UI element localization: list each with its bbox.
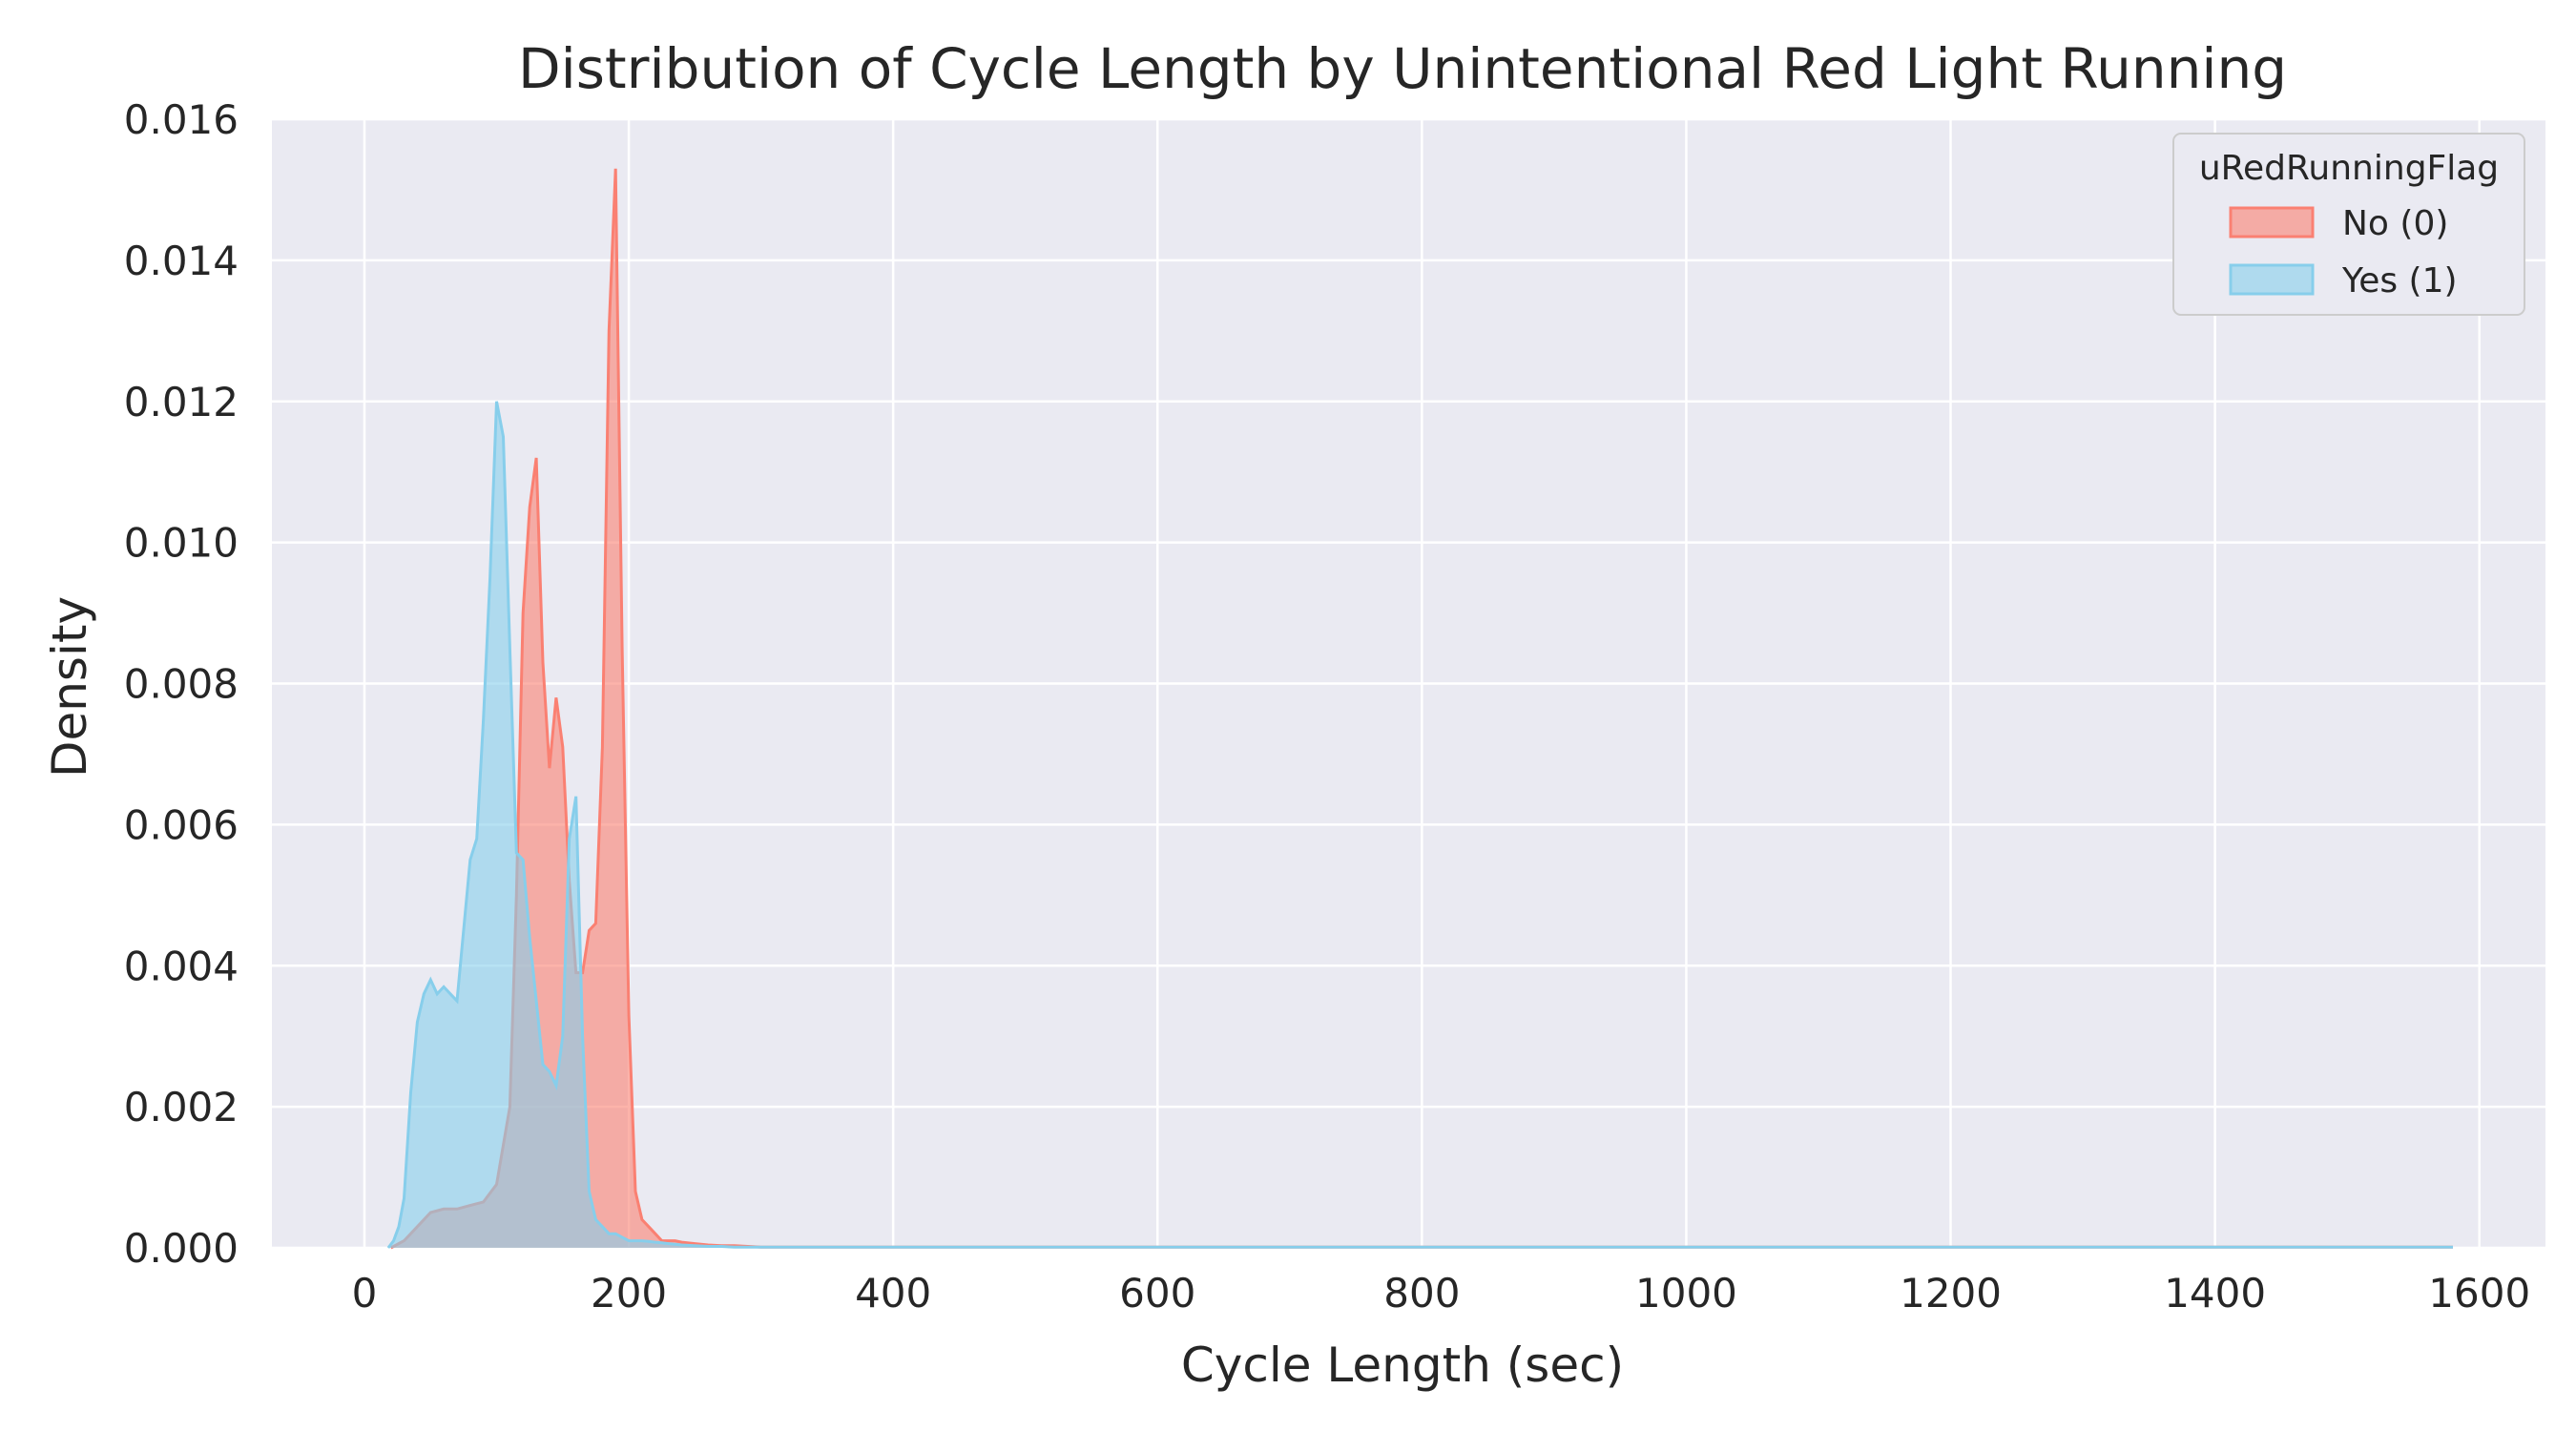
- y-tick-label: 0.012: [124, 379, 239, 425]
- chart-title: Distribution of Cycle Length by Unintent…: [518, 36, 2287, 101]
- y-tick-label: 0.002: [124, 1084, 239, 1130]
- x-tick-label: 1600: [2428, 1270, 2530, 1317]
- legend: uRedRunningFlag No (0) Yes (1): [2172, 133, 2525, 316]
- y-tick-label: 0.006: [124, 801, 239, 848]
- x-tick-label: 0: [352, 1270, 378, 1317]
- x-axis-ticks: 0 200 400 600 800 1000 1200 1400 1600: [352, 1270, 2531, 1317]
- x-tick-label: 800: [1383, 1270, 1460, 1317]
- x-tick-label: 1000: [1635, 1270, 1737, 1317]
- x-tick-label: 400: [855, 1270, 931, 1317]
- y-tick-label: 0.008: [124, 661, 239, 708]
- x-axis-label: Cycle Length (sec): [1181, 1338, 1624, 1393]
- y-axis-ticks: 0.000 0.002 0.004 0.006 0.008 0.010 0.012 0.014…: [124, 96, 239, 1272]
- y-tick-label: 0.000: [124, 1225, 239, 1272]
- legend-swatch: [2229, 206, 2315, 238]
- legend-title: uRedRunningFlag: [2199, 149, 2499, 188]
- y-tick-label: 0.014: [124, 238, 239, 284]
- legend-swatch: [2229, 263, 2315, 296]
- x-tick-label: 1400: [2164, 1270, 2266, 1317]
- x-tick-label: 200: [591, 1270, 667, 1317]
- y-tick-label: 0.004: [124, 943, 239, 989]
- y-tick-label: 0.016: [124, 96, 239, 143]
- y-tick-label: 0.010: [124, 520, 239, 567]
- x-tick-label: 600: [1119, 1270, 1195, 1317]
- legend-label: No (0): [2342, 204, 2448, 243]
- y-axis-label: Density: [42, 596, 97, 778]
- density-areas: [386, 168, 2454, 1250]
- x-tick-label: 1200: [1900, 1270, 2002, 1317]
- density-line-yes: [386, 401, 2453, 1249]
- legend-label: Yes (1): [2341, 261, 2458, 301]
- density-area-no: [390, 168, 2454, 1248]
